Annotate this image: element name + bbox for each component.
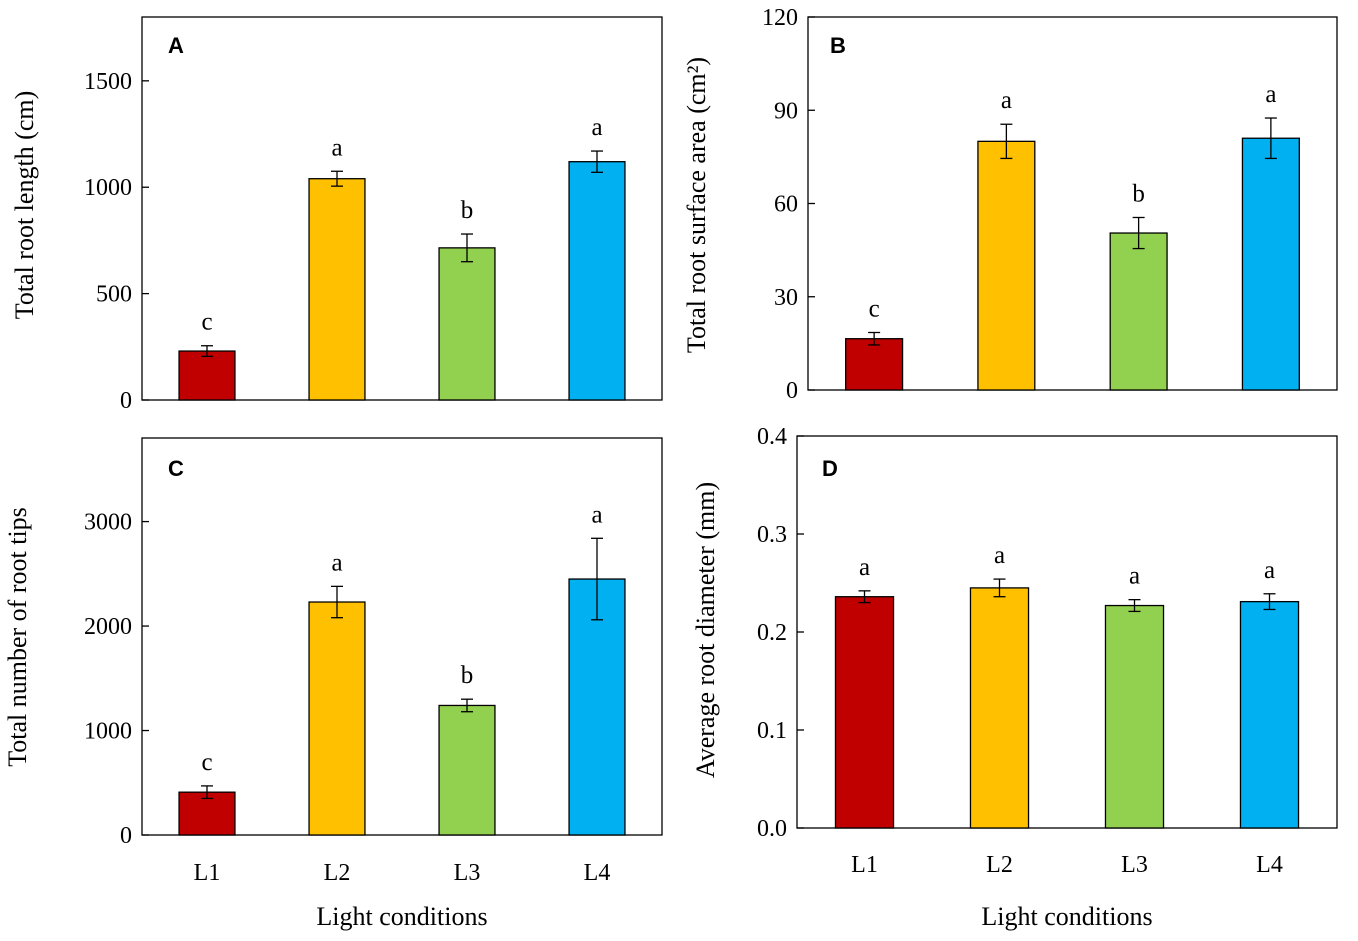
- significance-letter: a: [591, 501, 602, 528]
- bar-l2: [969, 587, 1030, 829]
- plot-frame: [141, 437, 663, 836]
- panel-c: 0 1000 2000 3000 Total number of root tips Cc…: [3, 437, 663, 931]
- significance-letter: a: [859, 554, 870, 581]
- y-tick-label: 60: [774, 192, 798, 218]
- y-tick-label: 0.0: [757, 816, 787, 842]
- bar-l3: [1109, 232, 1168, 391]
- bar-l4: [568, 161, 626, 401]
- panel-label: B: [830, 33, 846, 58]
- significance-letter: a: [1001, 87, 1012, 114]
- y-tick-label: 0: [786, 378, 798, 404]
- bar-l4: [1239, 600, 1300, 829]
- panel-label: C: [168, 456, 184, 481]
- y-axis-title: Total root length (cm): [10, 91, 39, 320]
- bar-l4: [1241, 137, 1300, 391]
- panel-a: 0 500 1000 1500 Total root length (cm) Ac a b a: [10, 16, 663, 414]
- y-axis-title: Average root diameter (mm): [691, 482, 720, 778]
- x-tick-label: L4: [1256, 852, 1283, 878]
- y-tick-label: 1000: [84, 175, 132, 201]
- bar-l2: [977, 140, 1036, 391]
- y-tick-label: 0: [120, 823, 132, 849]
- y-tick-label: 90: [774, 98, 798, 124]
- significance-letter: b: [461, 662, 474, 689]
- x-tick-label: L3: [1121, 852, 1148, 878]
- x-tick-label: L3: [454, 860, 481, 886]
- y-tick-label: 0.4: [757, 424, 787, 450]
- y-axis-title: Total number of root tips: [3, 507, 32, 767]
- y-tick-label: 120: [762, 5, 798, 31]
- y-axis-title: Total root surface area (cm²): [682, 57, 711, 353]
- panel-b: 0 30 60 90 120 Total root surface area (cm²) B…: [682, 5, 1338, 404]
- bar-l3: [1104, 604, 1165, 829]
- y-tick-label: 1500: [84, 69, 132, 95]
- significance-letter: a: [1265, 81, 1276, 108]
- x-tick-label: L1: [194, 860, 221, 886]
- x-tick-label: L2: [324, 860, 351, 886]
- y-tick-label: 2000: [84, 614, 132, 640]
- significance-letter: a: [1264, 557, 1275, 584]
- bar-l3: [438, 704, 496, 836]
- y-tick-label: 0.3: [757, 522, 787, 548]
- significance-letter: a: [331, 549, 342, 576]
- x-axis-title: Light conditions: [316, 902, 487, 931]
- significance-letter: c: [869, 295, 880, 322]
- panel-label: D: [822, 456, 838, 481]
- significance-letter: c: [201, 309, 212, 336]
- y-tick-label: 30: [774, 285, 798, 311]
- bar-l1: [834, 596, 895, 829]
- plot-frame: [141, 16, 663, 401]
- significance-letter: a: [331, 134, 342, 161]
- y-tick-label: 0.2: [757, 620, 787, 646]
- significance-letter: b: [1132, 180, 1145, 207]
- x-tick-label: L4: [584, 860, 611, 886]
- x-axis-title: Light conditions: [981, 902, 1152, 931]
- y-tick-label: 0.1: [757, 718, 787, 744]
- panel-label: A: [168, 33, 184, 58]
- bar-l1: [845, 338, 904, 391]
- bar-l2: [308, 601, 366, 836]
- significance-letter: a: [1129, 563, 1140, 590]
- significance-letter: a: [591, 114, 602, 141]
- bar-l3: [438, 247, 496, 401]
- significance-letter: c: [201, 749, 212, 776]
- x-tick-label: L1: [851, 852, 878, 878]
- y-tick-label: 3000: [84, 510, 132, 536]
- bar-l2: [308, 178, 366, 401]
- significance-letter: a: [994, 542, 1005, 569]
- y-tick-label: 500: [96, 282, 132, 308]
- x-tick-label: L2: [986, 852, 1013, 878]
- bar-l4: [568, 578, 626, 836]
- y-tick-label: 0: [120, 388, 132, 414]
- bar-l1: [178, 350, 236, 401]
- y-tick-label: 1000: [84, 719, 132, 745]
- significance-letter: b: [461, 197, 474, 224]
- panel-d: 0.0 0.1 0.2 0.3 0.4 Average root diameter (mm…: [691, 424, 1338, 931]
